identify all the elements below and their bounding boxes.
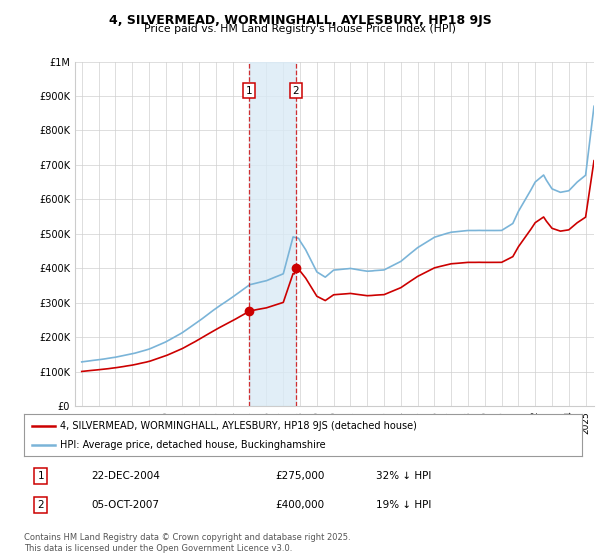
Text: 2: 2 bbox=[293, 86, 299, 96]
Text: 32% ↓ HPI: 32% ↓ HPI bbox=[376, 470, 431, 480]
Text: 4, SILVERMEAD, WORMINGHALL, AYLESBURY, HP18 9JS (detached house): 4, SILVERMEAD, WORMINGHALL, AYLESBURY, H… bbox=[60, 421, 417, 431]
Text: 1: 1 bbox=[246, 86, 253, 96]
Text: 22-DEC-2004: 22-DEC-2004 bbox=[91, 470, 160, 480]
Text: £275,000: £275,000 bbox=[275, 470, 325, 480]
Text: Price paid vs. HM Land Registry's House Price Index (HPI): Price paid vs. HM Land Registry's House … bbox=[144, 24, 456, 34]
Text: 05-OCT-2007: 05-OCT-2007 bbox=[91, 500, 159, 510]
Text: 19% ↓ HPI: 19% ↓ HPI bbox=[376, 500, 431, 510]
Text: £400,000: £400,000 bbox=[275, 500, 324, 510]
Bar bbox=[249, 62, 296, 406]
Text: 4, SILVERMEAD, WORMINGHALL, AYLESBURY, HP18 9JS: 4, SILVERMEAD, WORMINGHALL, AYLESBURY, H… bbox=[109, 14, 491, 27]
Text: 2: 2 bbox=[37, 500, 44, 510]
Text: Contains HM Land Registry data © Crown copyright and database right 2025.
This d: Contains HM Land Registry data © Crown c… bbox=[24, 533, 350, 553]
Text: 1: 1 bbox=[37, 470, 44, 480]
Text: HPI: Average price, detached house, Buckinghamshire: HPI: Average price, detached house, Buck… bbox=[60, 441, 326, 450]
